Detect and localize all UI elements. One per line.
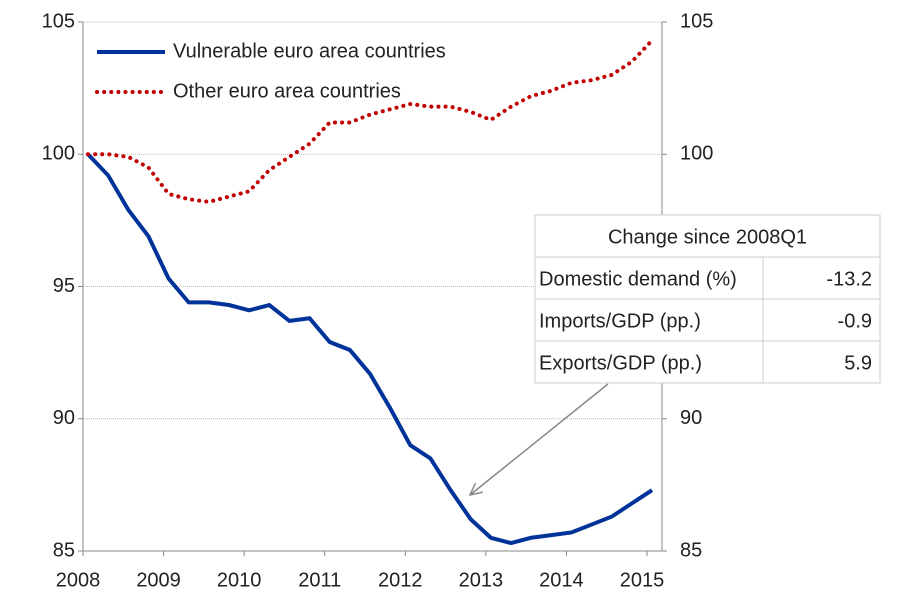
y-tick-label: 105 bbox=[42, 10, 75, 32]
y2-tick-label: 105 bbox=[680, 10, 713, 32]
x-tick-label: 2012 bbox=[378, 569, 423, 591]
row-value: 5.9 bbox=[844, 352, 872, 374]
series-line bbox=[86, 38, 654, 204]
x-tick-label: 2008 bbox=[56, 569, 101, 591]
annotation-arrow bbox=[470, 383, 609, 495]
series-line bbox=[86, 152, 654, 546]
row-label: Exports/GDP (pp.) bbox=[539, 352, 702, 374]
row-label: Domestic demand (%) bbox=[539, 268, 737, 290]
x-tick-label: 2015 bbox=[620, 569, 665, 591]
y-tick-label: 85 bbox=[53, 539, 75, 561]
row-value: -0.9 bbox=[838, 310, 872, 332]
y2-tick-label: 85 bbox=[680, 539, 702, 561]
annotation-title: Change since 2008Q1 bbox=[608, 226, 807, 248]
x-tick-label: 2014 bbox=[539, 569, 584, 591]
x-tick-label: 2010 bbox=[217, 569, 262, 591]
row-value: -13.2 bbox=[826, 268, 872, 290]
legend-label: Vulnerable euro area countries bbox=[173, 40, 446, 62]
legend-label: Other euro area countries bbox=[173, 80, 401, 102]
x-tick-label: 2013 bbox=[459, 569, 504, 591]
y2-tick-label: 90 bbox=[680, 407, 702, 429]
y2-tick-label: 100 bbox=[680, 143, 713, 165]
y-tick-label: 95 bbox=[53, 275, 75, 297]
y-tick-label: 90 bbox=[53, 407, 75, 429]
row-label: Imports/GDP (pp.) bbox=[539, 310, 701, 332]
x-tick-label: 2009 bbox=[136, 569, 181, 591]
y-tick-label: 100 bbox=[42, 143, 75, 165]
x-tick-label: 2011 bbox=[298, 569, 341, 591]
